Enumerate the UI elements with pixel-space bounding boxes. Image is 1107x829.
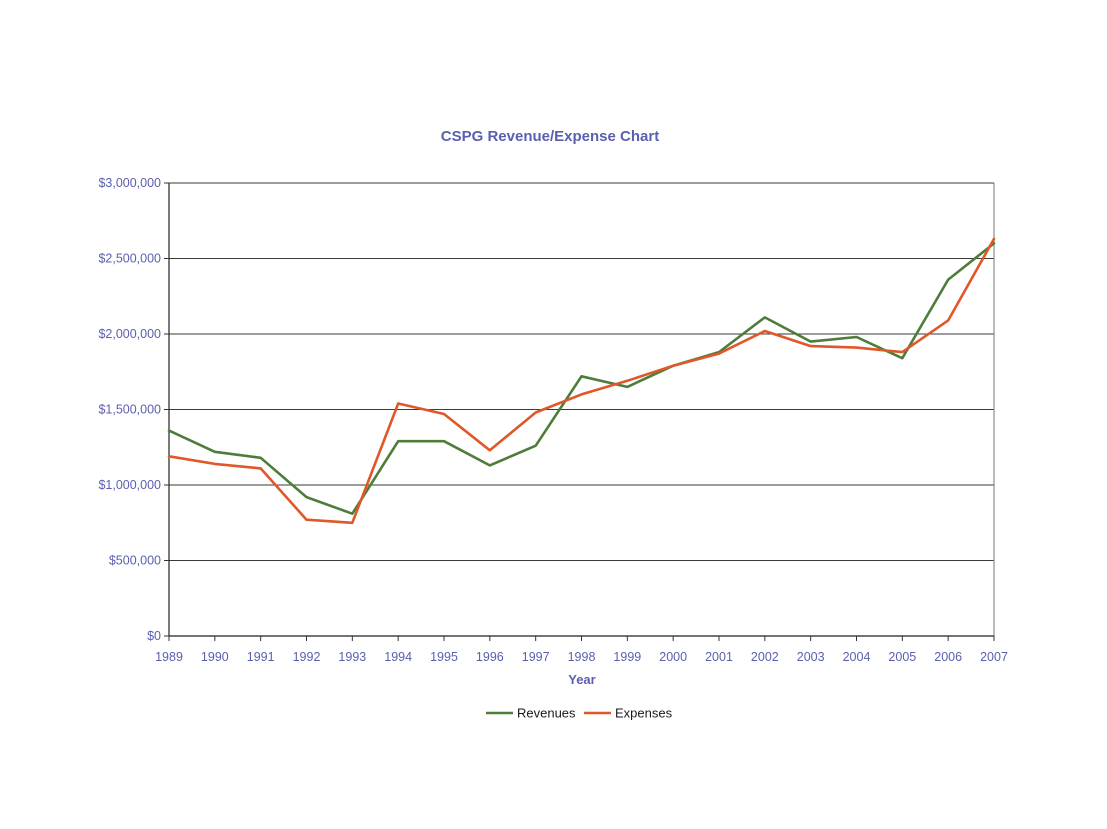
x-axis-ticks: 1989 1990 1991 1992 1993 1994 1995 1996 1997 1998… [155,636,1008,664]
gridlines [169,182,994,561]
legend-label-expenses: Expenses [615,706,673,721]
y-tick-label: $0 [147,629,161,643]
x-tick-label: 2005 [888,650,916,664]
y-tick-label: $3,000,000 [98,176,161,190]
chart-title: CSPG Revenue/Expense Chart [441,128,659,145]
legend-label-revenues: Revenues [517,706,576,721]
legend: Revenues Expenses [486,706,673,721]
y-tick-label: $2,000,000 [98,327,161,341]
x-tick-label: 2003 [797,650,825,664]
x-tick-label: 1989 [155,650,183,664]
x-tick-label: 2000 [659,650,687,664]
x-tick-label: 2006 [934,650,962,664]
x-tick-label: 1996 [476,650,504,664]
y-tick-label: $1,000,000 [98,478,161,492]
x-tick-label: 1994 [384,650,412,664]
x-tick-label: 1991 [247,650,275,664]
y-axis-ticks: $0 $500,000 $1,000,000 $1,500,000 $2,000,000… [98,176,169,643]
x-tick-label: 2001 [705,650,733,664]
series-line-revenues [167,242,996,516]
x-tick-label: 1995 [430,650,458,664]
series-line-expenses [167,237,996,525]
y-tick-label: $500,000 [109,554,161,568]
x-tick-label: 2004 [843,650,871,664]
x-tick-label: 2002 [751,650,779,664]
y-tick-label: $2,500,000 [98,252,161,266]
y-tick-label: $1,500,000 [98,403,161,417]
x-tick-label: 1992 [293,650,321,664]
x-tick-label: 1997 [522,650,550,664]
series-lines [167,237,996,525]
x-axis-title: Year [568,672,595,687]
x-tick-label: 2007 [980,650,1008,664]
x-tick-label: 1990 [201,650,229,664]
x-tick-label: 1998 [568,650,596,664]
x-tick-label: 1993 [338,650,366,664]
x-tick-label: 1999 [613,650,641,664]
